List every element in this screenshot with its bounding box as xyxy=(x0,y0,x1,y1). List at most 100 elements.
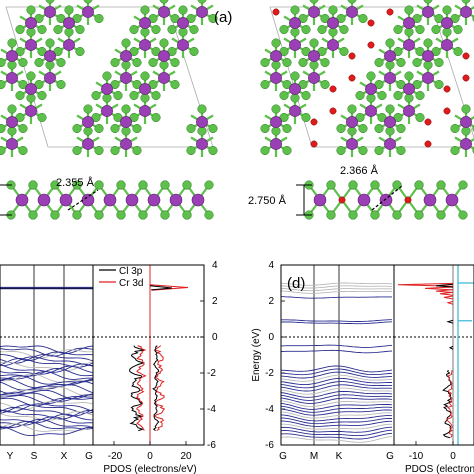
pdos-tick-d-neg10: -10 xyxy=(409,451,424,462)
cl-atom xyxy=(271,104,281,114)
cl-atom xyxy=(121,38,131,48)
cl-atom xyxy=(83,126,93,136)
cl-atom xyxy=(0,57,6,68)
side-cl-atom xyxy=(138,180,148,190)
o-atom xyxy=(367,41,375,49)
cl-atom xyxy=(26,93,36,103)
side-cl-atom xyxy=(116,210,126,220)
band-line xyxy=(281,408,393,416)
band-line xyxy=(0,349,93,359)
cl-atom xyxy=(271,126,281,136)
cr-atom xyxy=(441,17,453,29)
band-line xyxy=(281,417,393,425)
cr-atom xyxy=(196,138,208,150)
cl-atom xyxy=(282,123,292,134)
cl-atom xyxy=(26,5,36,15)
cl-atom xyxy=(374,145,384,156)
cl-atom xyxy=(132,123,142,134)
bond-indicator-b xyxy=(371,185,403,211)
side-cl-atom xyxy=(160,210,170,220)
bond-indicator-a xyxy=(67,189,99,211)
cr-atom xyxy=(177,17,189,29)
cr-atom xyxy=(422,6,434,18)
cl-atom xyxy=(260,79,270,90)
kpoint-label-d-1: M xyxy=(310,451,318,462)
cr-atom xyxy=(158,72,170,84)
cl-atom xyxy=(151,112,161,123)
pdos-tick-c-neg20: -20 xyxy=(108,451,123,462)
band-line xyxy=(281,400,393,407)
pdos-d-red-peak xyxy=(439,291,454,296)
side-cr-atom xyxy=(81,193,95,207)
pdos-frame-c xyxy=(92,264,205,446)
cl-atom xyxy=(298,57,308,68)
cr-atom xyxy=(384,116,396,128)
band-line xyxy=(281,321,393,325)
cr-atom xyxy=(25,83,37,95)
cl-atom xyxy=(7,126,17,136)
cl-atom xyxy=(72,123,82,134)
side-cl-atom xyxy=(182,180,192,190)
pdos-ytick-c-neg6: -6 xyxy=(207,440,216,451)
cl-atom xyxy=(186,123,196,134)
band-line xyxy=(0,409,93,420)
pdos-ytick-c-0: 0 xyxy=(212,332,218,343)
cl-atom xyxy=(37,90,47,101)
side-cl-atom xyxy=(28,180,38,190)
cl-atom xyxy=(197,104,207,114)
side-cr-atom xyxy=(445,193,459,207)
band-line xyxy=(0,373,93,383)
cr-atom xyxy=(308,72,320,84)
side-cl-atom xyxy=(94,180,104,190)
cr-atom xyxy=(365,105,377,117)
side-cr-atom xyxy=(423,193,437,207)
cl-atom xyxy=(129,24,139,35)
band-line xyxy=(281,384,393,392)
cl-atom xyxy=(434,57,444,68)
side-o-atom xyxy=(404,196,412,204)
cr-atom xyxy=(44,6,56,18)
cl-atom xyxy=(404,71,414,81)
cl-atom xyxy=(18,123,28,134)
pdos-tick-d-0: 0 xyxy=(450,451,456,462)
cl-atom xyxy=(442,5,452,15)
cl-atom xyxy=(374,57,384,68)
energy-tick-d-2: 2 xyxy=(268,296,274,307)
band-line xyxy=(0,426,93,437)
o-atom xyxy=(272,8,280,16)
cr-atom xyxy=(270,138,282,150)
side-cl-atom xyxy=(326,210,336,220)
o-atom xyxy=(386,8,394,16)
cl-atom xyxy=(355,90,365,101)
cr-atom xyxy=(120,138,132,150)
cr-atom xyxy=(25,39,37,51)
cl-atom xyxy=(434,79,444,90)
o-atom xyxy=(462,74,470,82)
cl-atom xyxy=(301,112,311,123)
cl-atom xyxy=(159,38,169,48)
cr-atom xyxy=(403,105,415,117)
cl-atom xyxy=(290,27,300,37)
band-line xyxy=(0,403,93,413)
band-line xyxy=(281,426,393,433)
band-line xyxy=(281,387,393,395)
cr-atom xyxy=(82,6,94,18)
cl-atom xyxy=(167,24,177,35)
side-cl-atom xyxy=(370,180,380,190)
cl-atom xyxy=(404,93,414,103)
cl-atom xyxy=(358,13,368,24)
cr-atom xyxy=(289,39,301,51)
cl-atom xyxy=(208,145,218,156)
cl-atom xyxy=(72,145,82,156)
cl-atom xyxy=(366,93,376,103)
cl-atom xyxy=(358,123,368,134)
cr-atom xyxy=(289,105,301,117)
cl-atom xyxy=(121,60,131,70)
cl-atom xyxy=(37,112,47,123)
pdos-cr3d-down xyxy=(135,345,147,431)
cr-atom xyxy=(403,83,415,95)
cl-atom xyxy=(45,60,55,70)
structure-top-view-b xyxy=(260,0,474,157)
layer-height-label-b: 2.750 Å xyxy=(248,194,287,207)
